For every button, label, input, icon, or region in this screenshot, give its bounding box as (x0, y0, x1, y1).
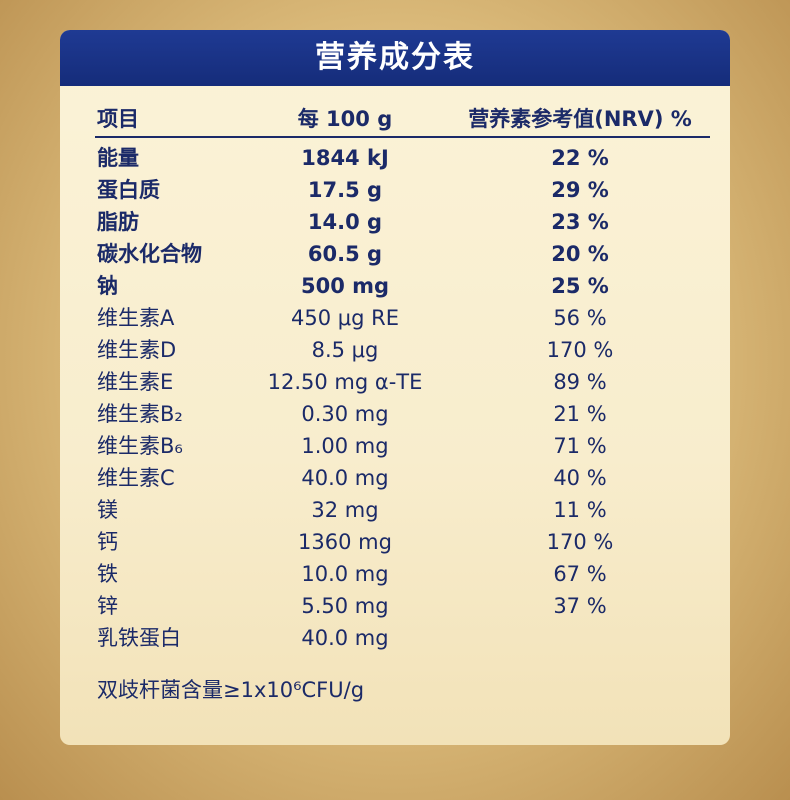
table-cell: 镁 (97, 498, 118, 522)
table-cell: 锌 (97, 594, 118, 618)
table-cell: 40.0 mg (301, 626, 389, 650)
table-cell: 10.0 mg (301, 562, 389, 586)
footnote: 双歧杆菌含量≥1x10⁶CFU/g (97, 678, 365, 702)
table-cell: 维生素D (97, 338, 177, 362)
table-cell: 维生素B₂ (97, 402, 183, 426)
table-cell: 56 % (553, 306, 607, 330)
table-cell: 1.00 mg (301, 434, 389, 458)
nutrition-card: 营养成分表 双歧杆菌含量≥1x10⁶CFU/g 项目 每 100 g 营养素参考值(… (60, 30, 730, 745)
header-rule (95, 136, 710, 138)
table-cell: 钙 (97, 530, 118, 554)
table-cell: 8.5 μg (311, 338, 379, 362)
table-cell: 21 % (553, 402, 607, 426)
table-cell: 铁 (97, 562, 118, 586)
table-cell: 32 mg (311, 498, 379, 522)
table-cell: 1844 kJ (301, 146, 389, 170)
table-cell: 40 % (553, 466, 607, 490)
table-cell: 14.0 g (307, 210, 383, 234)
table-cell: 12.50 mg α-TE (267, 370, 423, 394)
table-cell: 60.5 g (307, 242, 383, 266)
table-cell: 维生素A (97, 306, 175, 330)
title-band (60, 30, 730, 86)
table-cell: 20 % (551, 242, 609, 266)
table-cell: 170 % (546, 338, 614, 362)
table-cell: 1360 mg (298, 530, 392, 554)
table-cell: 5.50 mg (301, 594, 389, 618)
table-cell: 碳水化合物 (97, 242, 202, 266)
table-cell: 蛋白质 (97, 178, 160, 202)
table-cell: 40.0 mg (301, 466, 389, 490)
table-cell: 维生素E (97, 370, 174, 394)
table-cell: 500 mg (300, 274, 390, 298)
table-cell: 维生素B₆ (97, 434, 183, 458)
table-cell: 23 % (551, 210, 609, 234)
table-cell: 29 % (551, 178, 609, 202)
title: 营养成分表 (315, 40, 475, 75)
table-cell: 能量 (97, 146, 139, 170)
table-cell: 22 % (551, 146, 609, 170)
table-cell: 脂肪 (97, 210, 139, 234)
table-cell: 0.30 mg (301, 402, 389, 426)
table-cell: 450 μg RE (291, 306, 399, 330)
table-cell: 25 % (551, 274, 609, 298)
header-cell: 营养素参考值(NRV) % (468, 107, 692, 131)
table-cell: 11 % (553, 498, 607, 522)
table-cell: 乳铁蛋白 (97, 626, 181, 650)
table-cell: 维生素C (97, 466, 175, 490)
header-cell: 每 100 g (297, 107, 393, 131)
table-cell: 71 % (553, 434, 607, 458)
table-cell: 89 % (553, 370, 607, 394)
header-cell: 项目 (97, 107, 139, 131)
table-cell: 17.5 g (307, 178, 383, 202)
table-cell: 钠 (97, 274, 118, 298)
table-cell: 170 % (546, 530, 614, 554)
table-cell: 67 % (553, 562, 607, 586)
table-cell: 37 % (553, 594, 607, 618)
